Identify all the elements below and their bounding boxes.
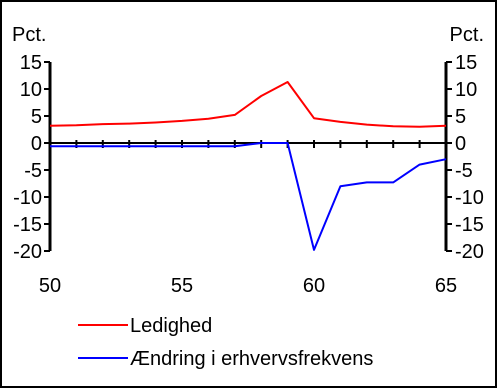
legend-label-ledighed: Ledighed <box>130 315 212 337</box>
y-tick-label-left: 15 <box>20 52 42 74</box>
y-tick-label-right: -5 <box>455 160 473 182</box>
legend-label-aendring: Ændring i erhvervsfrekvens <box>130 348 373 370</box>
unit-label-right: Pct. <box>450 24 484 46</box>
series-line-ledighed <box>49 81 447 128</box>
unit-label-left: Pct. <box>12 24 46 46</box>
y-tick-label-left: -15 <box>13 214 42 236</box>
y-tick-label-left: -20 <box>13 241 42 263</box>
series-line-aendring-erhvervsfrekvens <box>50 142 447 251</box>
y-tick-label-left: -10 <box>13 187 42 209</box>
x-tick-label: 60 <box>303 275 325 297</box>
y-tick-label-right: -20 <box>455 241 484 263</box>
legend: Ledighed Ændring i erhvervsfrekvens <box>78 315 373 370</box>
y-tick-label-right: -15 <box>455 214 484 236</box>
y-tick-label-left: 10 <box>20 79 42 101</box>
y-tick-label-left: -5 <box>24 160 42 182</box>
series-lines <box>49 81 447 251</box>
y-tick-label-left: 0 <box>31 133 42 155</box>
y-tick-label-right: 5 <box>455 106 466 128</box>
x-tick-label: 55 <box>171 275 193 297</box>
y-tick-label-right: 0 <box>455 133 466 155</box>
y-tick-label-right: 15 <box>455 52 477 74</box>
x-tick-label: 65 <box>435 275 457 297</box>
y-tick-label-right: 10 <box>455 79 477 101</box>
y-tick-label-left: 5 <box>31 106 42 128</box>
x-tick-label: 50 <box>39 275 61 297</box>
y-tick-label-right: -10 <box>455 187 484 209</box>
